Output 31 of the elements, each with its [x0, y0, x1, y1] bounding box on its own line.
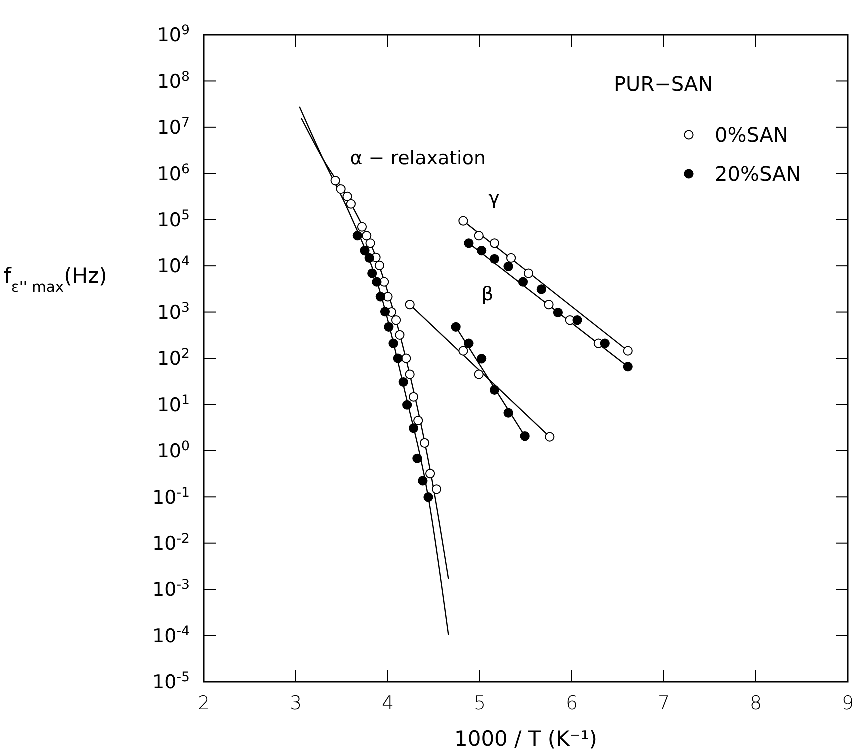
y-tick-label: 10$^{1}$	[157, 392, 190, 416]
y-tick-label: 10$^{5}$	[157, 208, 190, 232]
legend-label: 20%SAN	[715, 162, 802, 186]
y-tick-label: 10$^{7}$	[157, 116, 190, 140]
legend-label: 0%SAN	[715, 123, 788, 147]
y-tick-label: 10$^{3}$	[157, 300, 190, 324]
y-tick-label: 10$^{0}$	[157, 439, 190, 463]
x-tick-label: 8	[750, 692, 762, 714]
annotation: α − relaxation	[350, 147, 486, 170]
y-tick-label: 10$^{-5}$	[152, 670, 190, 694]
y-tick-label: 10$^{-3}$	[152, 578, 190, 602]
annotation: β	[482, 283, 494, 306]
y-tick-label: 10$^{9}$	[157, 23, 190, 47]
y-axis-title: f$_{ε'' max}$(Hz)	[4, 264, 108, 296]
y-tick-label: 10$^{2}$	[157, 346, 190, 370]
y-tick-label: 10$^{-2}$	[152, 532, 190, 556]
x-tick-label: 7	[658, 692, 670, 714]
x-tick-label: 3	[290, 692, 302, 714]
y-tick-label: 10$^{-1}$	[152, 485, 190, 509]
x-tick-label: 6	[566, 692, 578, 714]
annotation: γ	[488, 188, 500, 210]
y-tick-label: 10$^{4}$	[157, 254, 190, 278]
y-tick-label: 10$^{8}$	[157, 69, 190, 93]
x-tick-label: 4	[382, 692, 394, 714]
x-axis-title: 1000 / T (K⁻¹)	[454, 727, 598, 751]
x-tick-label: 5	[474, 692, 486, 714]
y-tick-label: 10$^{6}$	[157, 162, 190, 186]
x-tick-label: 2	[198, 692, 210, 714]
x-tick-label: 9	[842, 692, 854, 714]
legend-title: PUR−SAN	[614, 72, 714, 96]
y-tick-label: 10$^{-4}$	[152, 624, 190, 648]
